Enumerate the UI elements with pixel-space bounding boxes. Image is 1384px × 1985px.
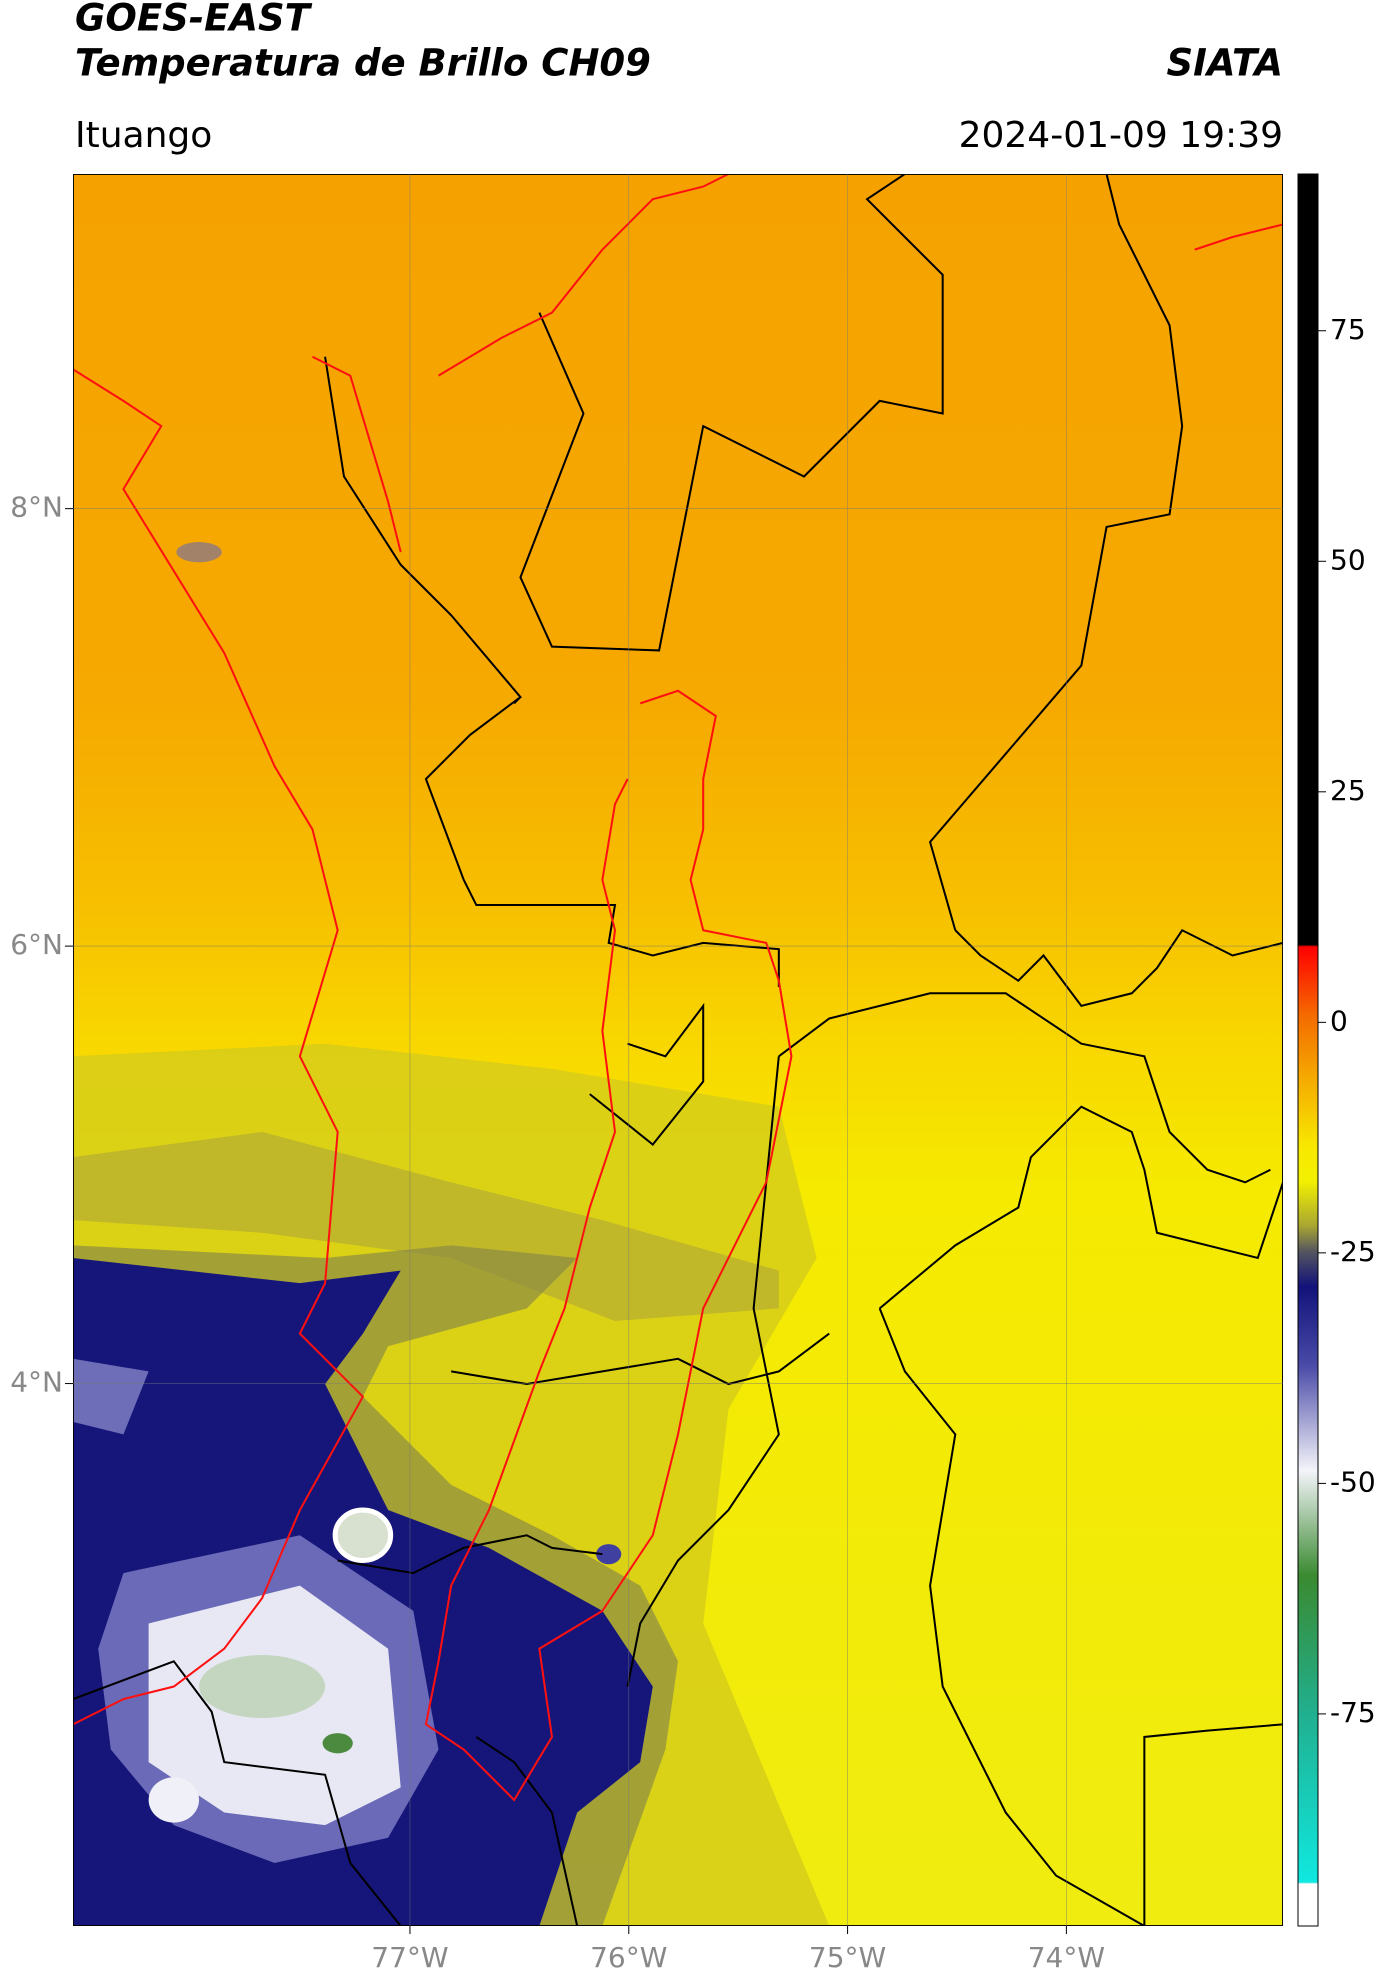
field-green [199, 1655, 326, 1719]
border [928, 174, 1184, 931]
colorbar-tick-label: -50 [1330, 1465, 1376, 1498]
title: GOES-EAST [75, 0, 313, 40]
field-white-cell [332, 1507, 394, 1563]
x-tick-label: 76°W [590, 1941, 667, 1974]
border [878, 1308, 1145, 1926]
colorbar-tick-label: 75 [1330, 313, 1366, 346]
border [778, 992, 1271, 1184]
coastline [312, 355, 402, 553]
brand: SIATA [1166, 42, 1283, 85]
border [475, 1736, 579, 1926]
border [626, 1056, 780, 1687]
coastline [1194, 223, 1283, 251]
border [954, 928, 1283, 1008]
colorbar-tick-label: 25 [1330, 774, 1366, 807]
antioquia-outline [424, 689, 793, 1802]
colorbar-tick-label: 0 [1330, 1004, 1348, 1037]
colorbar-tick-label: -75 [1330, 1696, 1376, 1729]
border [879, 1105, 1283, 1310]
border [589, 1002, 705, 1146]
field-spot [596, 1544, 622, 1565]
region: Ituango [75, 115, 212, 156]
field-dark-olive [73, 1131, 779, 1321]
datetime: 2024-01-09 19:39 [959, 115, 1283, 156]
x-tick-label: 74°W [1028, 1941, 1105, 1974]
colorbar-tick-label: -25 [1330, 1235, 1376, 1268]
field-green [322, 1733, 353, 1754]
borders [73, 174, 1283, 1926]
border [73, 1660, 402, 1926]
coastline [438, 174, 729, 377]
x-tick-label: 77°W [371, 1941, 448, 1974]
border [324, 356, 780, 987]
region-outlines [73, 174, 1283, 1802]
border [513, 696, 522, 705]
y-tick-label: 8°N [10, 491, 63, 524]
x-tick-label: 75°W [809, 1941, 886, 1974]
field-blue [73, 1358, 149, 1435]
map [73, 174, 1283, 1926]
field-white [148, 1777, 200, 1823]
border [450, 1332, 830, 1386]
y-tick-label: 4°N [10, 1366, 63, 1399]
border [519, 174, 944, 652]
y-tick-label: 6°N [10, 928, 63, 961]
colorbar [1297, 173, 1319, 1927]
subtitle: Temperatura de Brillo CH09 [75, 42, 651, 85]
border [1143, 1723, 1283, 1926]
field-spot [176, 542, 222, 563]
coastline [73, 368, 365, 1726]
border [337, 1534, 603, 1575]
colorbar-tick-label: 50 [1330, 543, 1366, 576]
